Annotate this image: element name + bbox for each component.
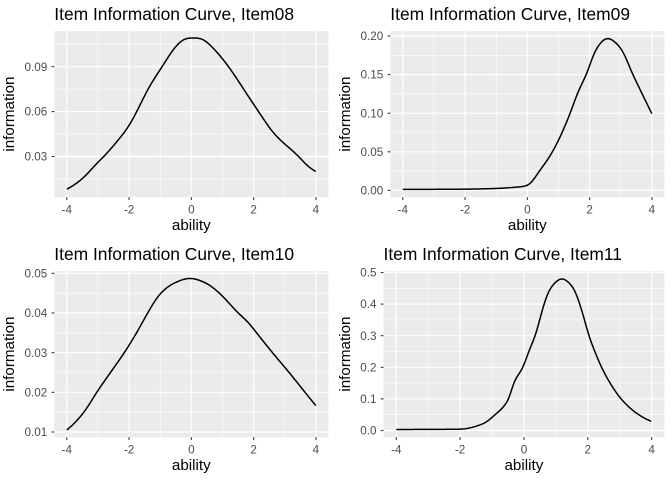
svg-text:4: 4 — [313, 443, 320, 456]
svg-text:ability: ability — [172, 217, 211, 234]
svg-text:0.1: 0.1 — [360, 393, 376, 406]
svg-text:Item Information Curve, Item09: Item Information Curve, Item09 — [390, 4, 630, 24]
svg-text:0.05: 0.05 — [361, 146, 384, 159]
svg-text:information: information — [337, 77, 354, 152]
svg-text:Item Information Curve, Item10: Item Information Curve, Item10 — [54, 244, 294, 264]
svg-text:-4: -4 — [62, 203, 73, 216]
svg-text:-4: -4 — [62, 443, 73, 456]
svg-text:0: 0 — [188, 443, 195, 456]
svg-text:0.10: 0.10 — [361, 107, 384, 120]
svg-text:0.03: 0.03 — [25, 151, 48, 164]
svg-text:information: information — [337, 317, 354, 392]
svg-text:2: 2 — [586, 203, 593, 216]
svg-text:0.06: 0.06 — [25, 106, 48, 119]
svg-text:0: 0 — [188, 203, 195, 216]
svg-text:4: 4 — [648, 443, 655, 456]
svg-text:0: 0 — [521, 443, 528, 456]
svg-text:2: 2 — [585, 443, 592, 456]
svg-text:information: information — [1, 77, 18, 152]
svg-text:ability: ability — [504, 457, 543, 474]
svg-text:0.15: 0.15 — [361, 69, 384, 82]
svg-text:0.04: 0.04 — [25, 307, 48, 320]
svg-text:-2: -2 — [124, 443, 134, 456]
svg-text:0.00: 0.00 — [361, 185, 384, 198]
svg-text:-4: -4 — [398, 203, 409, 216]
svg-text:ability: ability — [172, 457, 211, 474]
svg-text:0.4: 0.4 — [360, 298, 377, 311]
svg-text:Item Information Curve, Item08: Item Information Curve, Item08 — [54, 4, 294, 24]
svg-text:0: 0 — [524, 203, 531, 216]
svg-text:0.05: 0.05 — [25, 267, 48, 280]
svg-text:-4: -4 — [391, 443, 402, 456]
svg-text:0.3: 0.3 — [360, 330, 376, 343]
svg-text:4: 4 — [649, 203, 656, 216]
svg-text:0.5: 0.5 — [360, 267, 377, 280]
svg-text:0.20: 0.20 — [361, 30, 384, 43]
svg-text:2: 2 — [250, 443, 257, 456]
svg-text:0.03: 0.03 — [25, 347, 48, 360]
svg-text:Item Information Curve, Item11: Item Information Curve, Item11 — [384, 244, 622, 264]
svg-text:0.0: 0.0 — [360, 425, 377, 438]
svg-text:-2: -2 — [124, 203, 134, 216]
svg-text:0.2: 0.2 — [360, 361, 376, 374]
svg-text:0.09: 0.09 — [25, 61, 48, 74]
svg-text:0.02: 0.02 — [25, 386, 48, 399]
svg-text:0.01: 0.01 — [25, 426, 48, 439]
svg-text:2: 2 — [250, 203, 257, 216]
svg-text:-2: -2 — [460, 203, 470, 216]
svg-text:4: 4 — [313, 203, 320, 216]
svg-text:ability: ability — [508, 217, 547, 234]
svg-text:information: information — [1, 317, 18, 392]
svg-text:-2: -2 — [455, 443, 465, 456]
